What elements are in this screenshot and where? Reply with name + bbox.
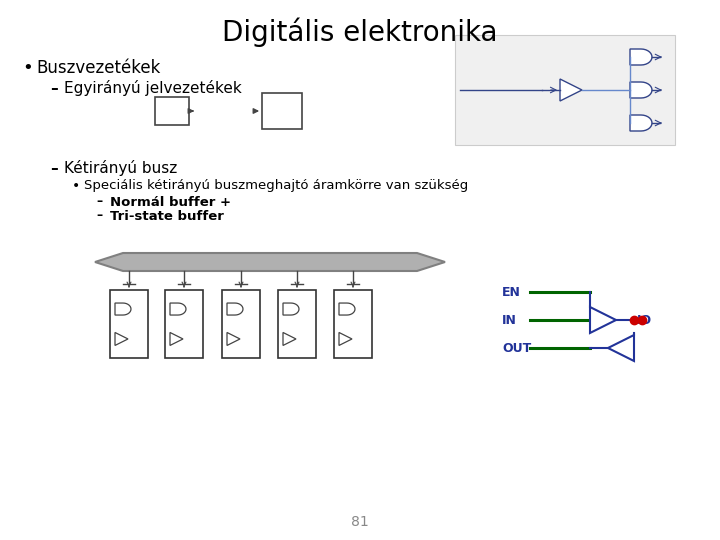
Polygon shape xyxy=(170,303,186,315)
FancyBboxPatch shape xyxy=(165,290,203,358)
FancyBboxPatch shape xyxy=(455,35,675,145)
Polygon shape xyxy=(560,79,582,101)
Text: –: – xyxy=(50,160,58,176)
Text: Digitális elektronika: Digitális elektronika xyxy=(222,17,498,47)
Polygon shape xyxy=(339,333,352,346)
Polygon shape xyxy=(590,307,616,333)
Polygon shape xyxy=(630,82,652,98)
FancyBboxPatch shape xyxy=(278,290,316,358)
Polygon shape xyxy=(115,303,131,315)
Polygon shape xyxy=(630,115,652,131)
FancyBboxPatch shape xyxy=(334,290,372,358)
Text: IN: IN xyxy=(502,314,517,327)
Text: Egyirányú jelvezetékek: Egyirányú jelvezetékek xyxy=(64,80,242,96)
Text: IO: IO xyxy=(637,314,652,327)
Polygon shape xyxy=(283,303,299,315)
Text: Buszvezetékek: Buszvezetékek xyxy=(36,59,161,77)
Polygon shape xyxy=(608,335,634,361)
Polygon shape xyxy=(339,303,355,315)
Polygon shape xyxy=(95,253,445,271)
Polygon shape xyxy=(227,303,243,315)
Text: –: – xyxy=(50,80,58,96)
Polygon shape xyxy=(227,333,240,346)
Polygon shape xyxy=(283,333,296,346)
Text: Kétirányú busz: Kétirányú busz xyxy=(64,160,177,176)
Text: EN: EN xyxy=(502,286,521,299)
Polygon shape xyxy=(170,333,183,346)
Text: 81: 81 xyxy=(351,515,369,529)
Text: Normál buffer +: Normál buffer + xyxy=(110,195,231,208)
Text: –: – xyxy=(96,195,102,208)
Text: •: • xyxy=(72,179,80,193)
FancyBboxPatch shape xyxy=(262,93,302,129)
Text: •: • xyxy=(22,59,32,77)
Text: OUT: OUT xyxy=(502,341,531,354)
FancyBboxPatch shape xyxy=(110,290,148,358)
FancyBboxPatch shape xyxy=(222,290,260,358)
FancyBboxPatch shape xyxy=(155,97,189,125)
Polygon shape xyxy=(115,333,128,346)
Text: Speciális kétirányú buszmeghajtó áramkörre van szükség: Speciális kétirányú buszmeghajtó áramkör… xyxy=(84,179,468,192)
Polygon shape xyxy=(630,49,652,65)
Text: Tri-state buffer: Tri-state buffer xyxy=(110,210,224,222)
Text: –: – xyxy=(96,210,102,222)
